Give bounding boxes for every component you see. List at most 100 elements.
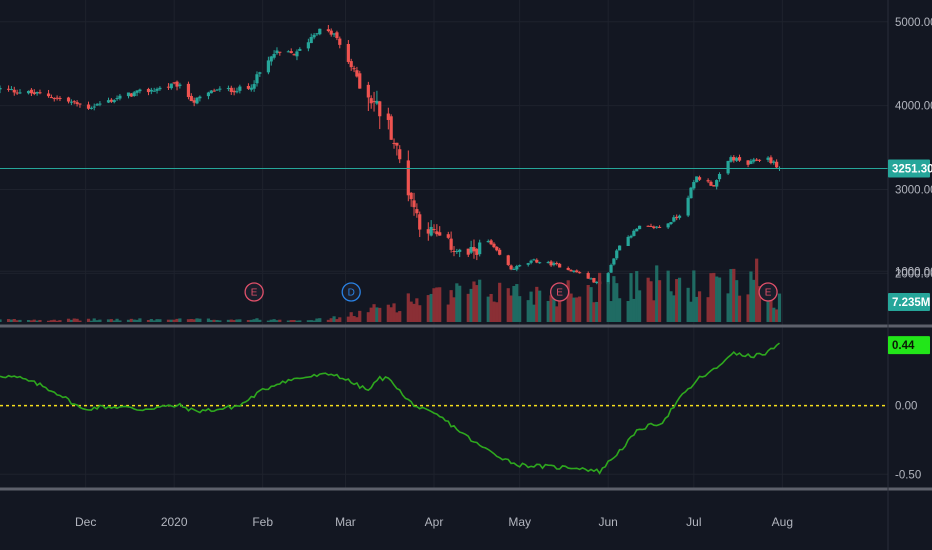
volume-bar [418, 305, 422, 322]
volume-bar [672, 295, 676, 322]
volume-bar [689, 301, 693, 322]
volume-bar [669, 291, 673, 322]
candle-body [492, 243, 496, 248]
volume-bar [349, 312, 353, 322]
volume-bar [375, 307, 379, 322]
price-axis[interactable]: 5000.00 4000.00 3000.00 2000.001000.00 0.00 -… [895, 17, 932, 481]
time-axis[interactable]: Dec 2020 Feb Mar Apr May Jun Jul Aug [75, 515, 793, 529]
volume-bar [218, 320, 222, 322]
price-tick-label: 5000.00 [895, 17, 932, 29]
candle-body [375, 100, 379, 104]
volume-bar [215, 319, 219, 322]
volume-bar [729, 269, 733, 322]
time-tick-label: May [508, 515, 531, 529]
candle-body [689, 187, 693, 199]
volume-bar [9, 319, 14, 322]
volume-bar [229, 319, 233, 322]
volume-bar [706, 297, 710, 322]
candle-body [269, 56, 273, 62]
candle-body [495, 246, 499, 251]
candle-body [349, 61, 353, 68]
volume-bar [29, 320, 34, 322]
candle-body [192, 100, 196, 103]
volume-bar [598, 272, 602, 322]
candle-body [749, 160, 753, 164]
candle-body [532, 259, 536, 261]
candle-body [666, 223, 670, 228]
volume-bar [637, 290, 642, 322]
time-tick-label: Feb [252, 515, 273, 529]
candle-body [306, 42, 310, 49]
volume-bar [169, 319, 173, 322]
volume-bar [249, 319, 253, 322]
candle-body [589, 278, 593, 280]
volume-bar [489, 293, 493, 322]
candle-body [486, 241, 490, 243]
volume-bar [569, 293, 573, 322]
volume-bar [155, 319, 159, 322]
volume-bar [26, 319, 31, 322]
volume-bar [458, 285, 462, 322]
volume-bar [306, 320, 310, 322]
time-tick-label: Jul [686, 515, 701, 529]
volume-bar [446, 304, 450, 322]
candle-body [155, 88, 159, 91]
volume-bar [358, 310, 362, 322]
candle-body [715, 180, 719, 187]
volume-bar [98, 319, 102, 322]
candle-body [369, 98, 373, 104]
volume-bar [38, 319, 42, 322]
candle-body [72, 101, 76, 103]
candle-body [286, 51, 290, 53]
candle-body [95, 104, 99, 106]
volume-bar [572, 297, 576, 322]
volume-bar [66, 318, 71, 322]
volume-bar [746, 294, 750, 322]
candle-body [432, 229, 436, 231]
candle-body [238, 86, 242, 91]
volume-bar [558, 290, 562, 322]
candle-body [438, 232, 442, 236]
candle-body [75, 102, 79, 105]
candle-body [109, 99, 113, 102]
volume-bar [232, 320, 236, 322]
time-tick-label: Jun [599, 515, 618, 529]
volume-bar [755, 258, 759, 322]
volume-bar [635, 271, 639, 322]
candle-body [272, 54, 276, 58]
oscillator-line [0, 342, 780, 475]
candle-body [606, 273, 610, 285]
volume-bar [315, 318, 319, 322]
volume-bar [646, 277, 650, 322]
volume-bar [195, 318, 199, 322]
candle-body [378, 101, 382, 117]
candle-body [712, 185, 716, 187]
candle-body [0, 87, 2, 90]
candle-body [38, 92, 42, 94]
volume-bar [452, 297, 456, 322]
candle-body [6, 88, 11, 90]
volume-bar [292, 320, 296, 322]
candle-body [329, 30, 333, 35]
candle-body [395, 142, 399, 146]
candle-body [512, 268, 516, 270]
dividend-marker-label: D [348, 288, 355, 299]
volume-bar [286, 320, 290, 322]
candle-body [18, 92, 22, 94]
candle-body [258, 72, 262, 74]
volume-bar [475, 285, 479, 322]
last-volume-tag-bg [888, 293, 930, 311]
candle-body [89, 107, 93, 109]
candle-body [732, 156, 736, 161]
candle-body [149, 89, 153, 92]
candle-body [255, 74, 259, 84]
volume-bar [235, 319, 239, 322]
candle-body [169, 83, 173, 89]
volume-bar [58, 320, 62, 322]
candle-body [166, 86, 171, 88]
candle-body [775, 161, 779, 168]
volume-bar [226, 319, 231, 322]
candle-body [729, 157, 733, 162]
volume-bar [95, 320, 99, 322]
